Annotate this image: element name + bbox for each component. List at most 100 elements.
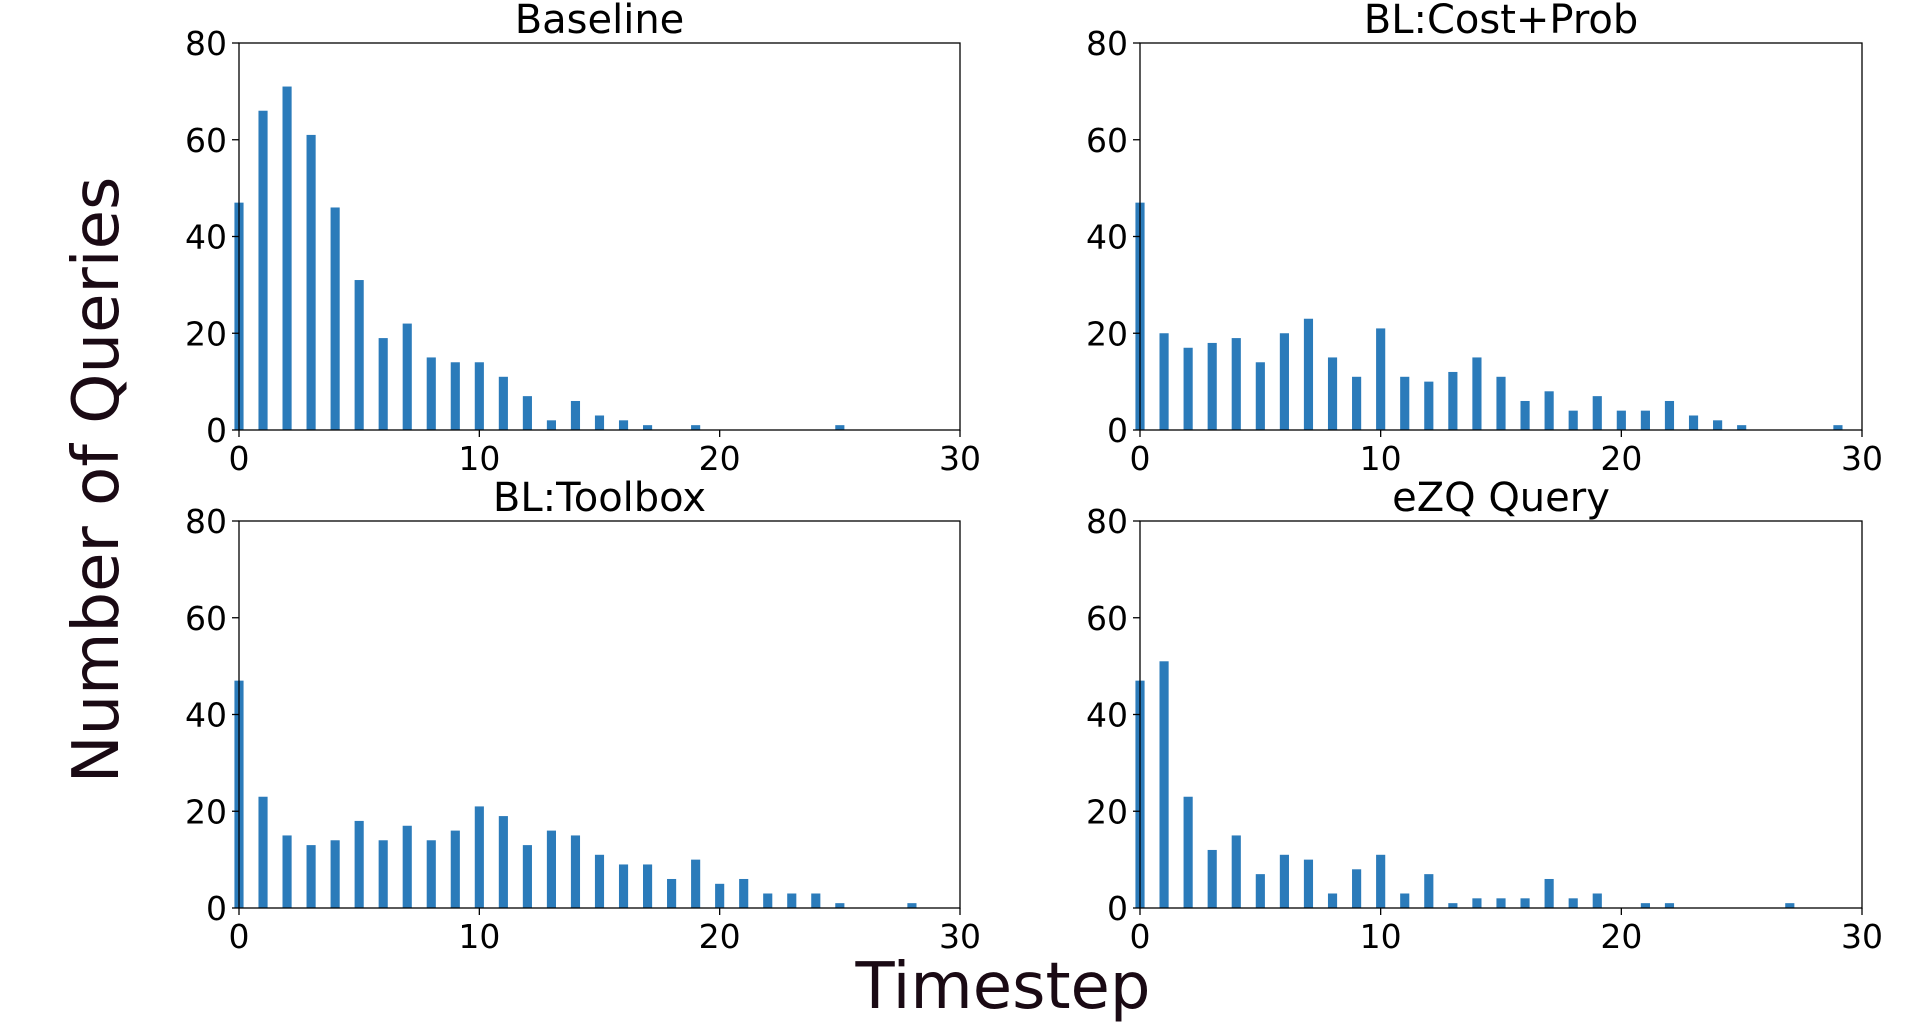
x-tick-label: 10	[1360, 917, 1402, 956]
bar	[450, 830, 460, 908]
bar	[1400, 376, 1410, 430]
plot-frame	[1139, 42, 1863, 431]
bar	[1688, 415, 1699, 430]
bar	[618, 420, 629, 430]
figure-x-label: Timestep	[854, 950, 1150, 1024]
bar	[1544, 391, 1554, 430]
bar	[1424, 874, 1434, 908]
bar	[570, 835, 581, 908]
bar	[1472, 357, 1482, 430]
bar	[594, 854, 605, 908]
bar	[1568, 410, 1578, 430]
bar	[402, 323, 412, 430]
bar	[1520, 898, 1530, 908]
bar	[643, 425, 653, 430]
bar	[715, 883, 725, 908]
bar	[1303, 859, 1314, 909]
bar	[282, 835, 292, 908]
bar	[1640, 903, 1650, 908]
bar	[1327, 357, 1338, 430]
bar	[498, 816, 508, 908]
bar	[546, 830, 556, 908]
y-tick-label: 40	[185, 696, 227, 735]
subplot-3: 0 10 20 30 0 20 40 60 80 BL:Toolbox	[185, 475, 981, 956]
bar	[330, 207, 340, 430]
x-tick-label: 10	[458, 917, 500, 956]
plot-frame	[1139, 520, 1863, 909]
plot-frame	[238, 42, 961, 431]
bar	[1400, 893, 1410, 908]
bar	[691, 859, 701, 909]
bar	[546, 420, 556, 430]
bar	[763, 893, 773, 908]
y-tick-label: 80	[185, 502, 227, 541]
bar	[450, 362, 460, 430]
bar	[787, 893, 797, 908]
bar	[474, 362, 484, 430]
bar	[1159, 661, 1169, 908]
plot-frame	[238, 520, 961, 909]
bar	[1592, 893, 1602, 908]
subplot-4: 0 10 20 30 0 20 40 60 80 eZQ Query	[1086, 475, 1883, 956]
bar	[811, 893, 821, 908]
subplot-title: BL:Toolbox	[493, 475, 706, 521]
y-tick-label: 60	[185, 599, 227, 638]
bar	[594, 415, 605, 430]
bar	[1713, 420, 1723, 430]
bar	[426, 840, 436, 908]
bar	[522, 845, 532, 908]
bar	[1424, 381, 1434, 431]
bar	[1520, 400, 1530, 430]
bar	[618, 864, 629, 908]
y-tick-label: 0	[1107, 411, 1128, 450]
bar	[1207, 849, 1217, 908]
x-tick-label: 20	[1600, 439, 1642, 478]
y-tick-label: 80	[185, 24, 227, 63]
x-tick-label: 0	[229, 439, 250, 478]
bar	[1279, 333, 1289, 430]
bar	[835, 903, 845, 908]
bar	[1592, 396, 1602, 430]
bar	[1496, 376, 1506, 430]
bar	[354, 280, 364, 430]
bar	[258, 796, 268, 908]
bar	[1376, 328, 1386, 430]
x-tick-label: 20	[699, 439, 741, 478]
x-tick-label: 30	[1841, 439, 1883, 478]
x-tick-label: 0	[1130, 439, 1151, 478]
bar	[1352, 869, 1362, 908]
subplot-2: 0 10 20 30 0 20 40 60 80 BL:Cost+Prob	[1086, 0, 1883, 478]
bar	[1496, 898, 1506, 908]
bar	[1207, 342, 1217, 430]
bar	[739, 878, 749, 908]
bar	[1737, 425, 1747, 430]
figure-y-label: Number of Queries	[60, 177, 134, 784]
bar	[378, 338, 388, 430]
bar	[570, 400, 581, 430]
y-tick-label: 60	[1086, 599, 1128, 638]
bar	[258, 110, 268, 430]
subplot-title: BL:Cost+Prob	[1364, 0, 1639, 43]
y-tick-label: 60	[185, 121, 227, 160]
y-tick-label: 20	[185, 314, 227, 353]
bar	[1664, 903, 1675, 908]
bar	[378, 840, 388, 908]
bar	[1279, 854, 1289, 908]
bar	[354, 820, 364, 908]
bar	[1183, 796, 1193, 908]
bar	[306, 134, 316, 430]
bar	[1327, 893, 1338, 908]
bar	[1785, 903, 1795, 908]
x-tick-label: 20	[1600, 917, 1642, 956]
x-tick-label: 30	[939, 439, 981, 478]
y-tick-label: 40	[1086, 218, 1128, 257]
bar	[1231, 338, 1241, 430]
bar	[667, 878, 677, 908]
y-tick-label: 40	[185, 218, 227, 257]
bar	[1568, 898, 1578, 908]
subplot-grid: 0 10 20 30 0 20 40 60 80 Baseline 0 10 20 30 0 20 40 60 80…	[185, 0, 1883, 956]
bar	[1448, 903, 1458, 908]
x-tick-label: 10	[1360, 439, 1402, 478]
bar	[691, 425, 701, 430]
